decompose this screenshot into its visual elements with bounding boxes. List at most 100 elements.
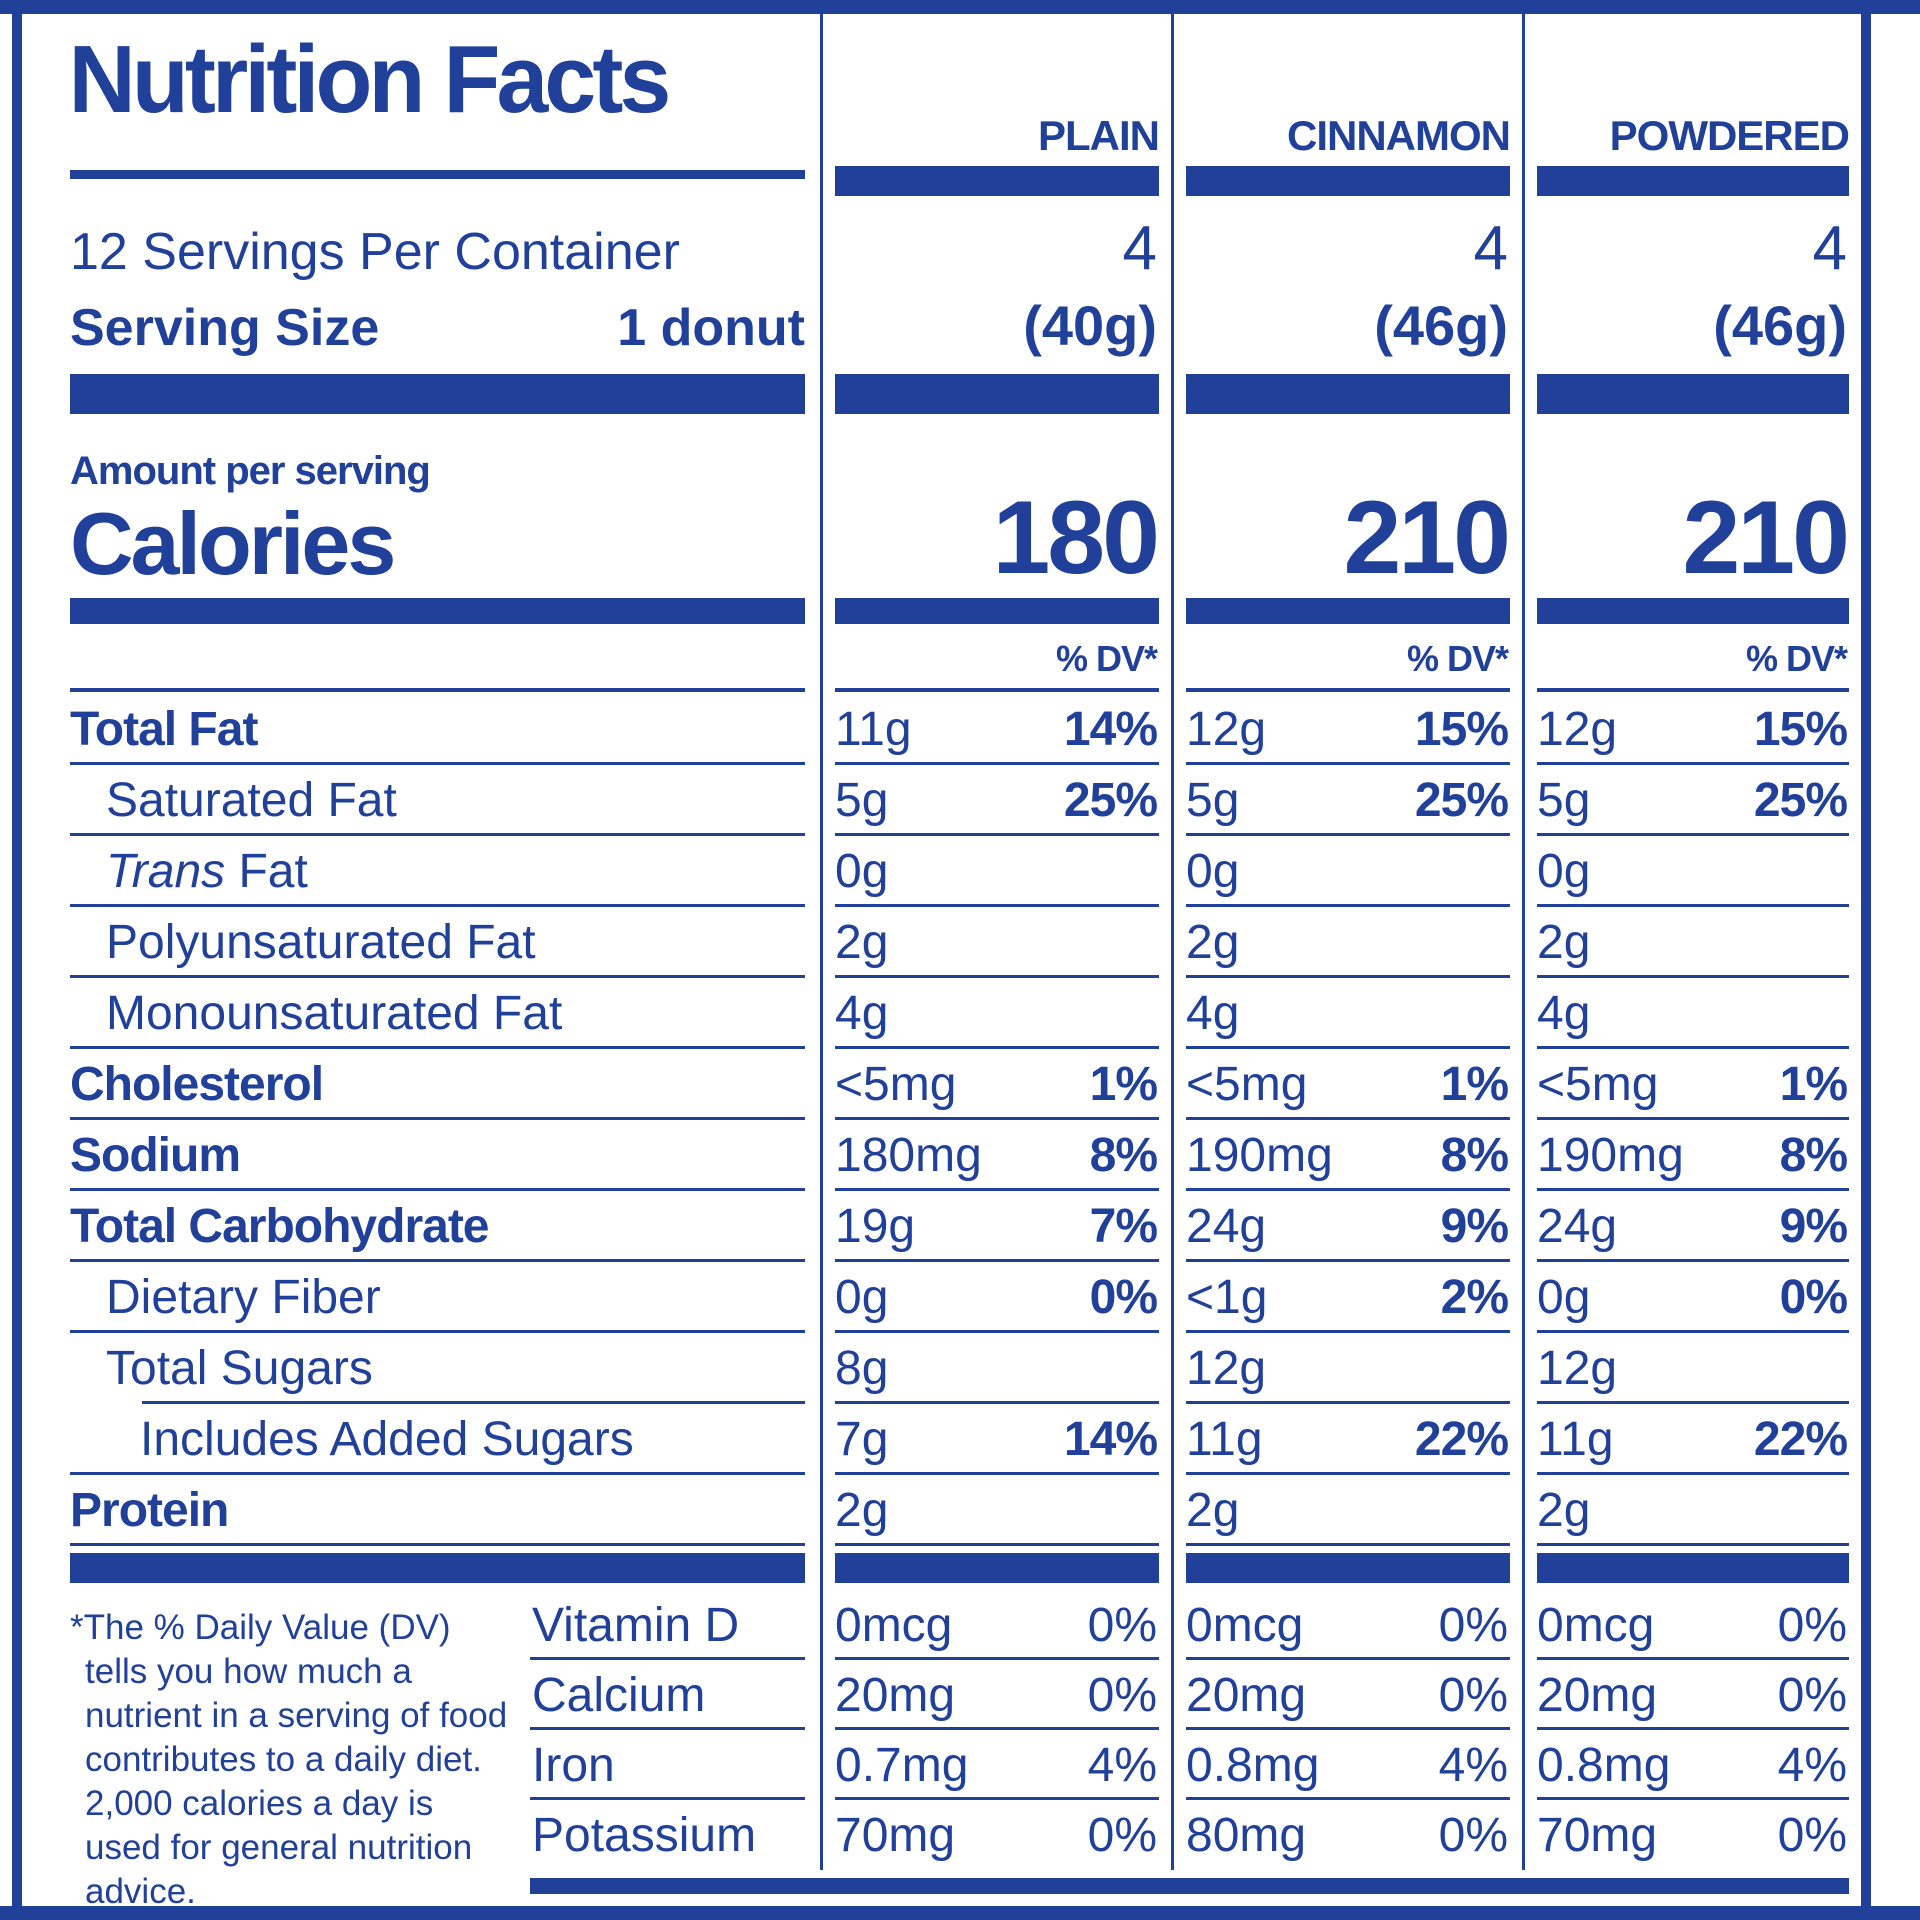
nutrition-facts-title: Nutrition Facts bbox=[68, 26, 672, 133]
amount-cell: 0g bbox=[1537, 845, 1591, 898]
dv-cell: 0% bbox=[1438, 1598, 1508, 1652]
amount-cell: 4g bbox=[1186, 987, 1240, 1040]
amount-cell: 8g bbox=[835, 1342, 889, 1395]
amount-cell: 11g bbox=[1186, 1413, 1263, 1466]
amount-cell: 190mg bbox=[1537, 1129, 1684, 1182]
nutrient-value-protein-col1: 2g bbox=[820, 1475, 1171, 1546]
nutrient-value-polyunsaturated-fat-col3: 2g bbox=[1522, 907, 1861, 978]
nutrient-value-total-carbohydrate-col1: 19g 7% bbox=[820, 1191, 1171, 1262]
nutrient-value-total-fat-col2: 12g 15% bbox=[1171, 694, 1522, 765]
dv-cell: 0% bbox=[1438, 1808, 1508, 1862]
header-section: Nutrition Facts PLAIN CINNAMON POWDERED … bbox=[22, 14, 1861, 694]
nutrient-value-monounsaturated-fat-col1: 4g bbox=[820, 978, 1171, 1049]
bottom-border-band bbox=[0, 1906, 1920, 1920]
dv-cell: 4% bbox=[1438, 1738, 1508, 1792]
amount-cell: 19g bbox=[835, 1200, 916, 1253]
nutrient-value-total-carbohydrate-col2: 24g 9% bbox=[1171, 1191, 1522, 1262]
nutrient-value-monounsaturated-fat-col2: 4g bbox=[1171, 978, 1522, 1049]
nutrient-label-saturated-fat: Saturated Fat bbox=[22, 765, 820, 836]
amount-cell: <5mg bbox=[1186, 1058, 1308, 1111]
vitamin-value-vitamin-d-col3: 0mcg 0% bbox=[1522, 1590, 1861, 1660]
amount-cell: 24g bbox=[1186, 1200, 1267, 1253]
dv-rule bbox=[835, 688, 1159, 692]
dv-cell: 1% bbox=[1089, 1058, 1158, 1111]
amount-cell: 2g bbox=[1186, 916, 1240, 969]
amount-cell: 0g bbox=[835, 845, 889, 898]
vitamin-value-vitamin-d-col1: 0mcg 0% bbox=[820, 1590, 1171, 1660]
nutrient-value-sodium-col3: 190mg 8% bbox=[1522, 1120, 1861, 1191]
nutrient-label-polyunsaturated-fat: Polyunsaturated Fat bbox=[22, 907, 820, 978]
serving-size-value: 1 donut bbox=[617, 299, 805, 357]
dv-cell: 0% bbox=[1087, 1808, 1157, 1862]
vitamin-label-vitamin-d: Vitamin D bbox=[530, 1590, 820, 1660]
dv-cell: 0% bbox=[1089, 1271, 1158, 1324]
nutrient-value-dietary-fiber-col3: 0g 0% bbox=[1522, 1262, 1861, 1333]
protein-bar-row bbox=[22, 1546, 1861, 1590]
amount-cell: 12g bbox=[1537, 703, 1618, 756]
nutrient-label-monounsaturated-fat: Monounsaturated Fat bbox=[22, 978, 820, 1049]
servings-value-powdered: 4 bbox=[1522, 206, 1861, 288]
vitamins-section: *The % Daily Value (DV) tells you how mu… bbox=[22, 1590, 1861, 1911]
nutrient-value-saturated-fat-col1: 5g 25% bbox=[820, 765, 1171, 836]
amount-cell: 12g bbox=[1537, 1342, 1618, 1395]
dv-cell: 1% bbox=[1779, 1058, 1848, 1111]
dv-cell: 22% bbox=[1753, 1413, 1848, 1466]
serving-divider-bar bbox=[1537, 374, 1849, 414]
title-cell: Nutrition Facts bbox=[22, 14, 820, 162]
vitamin-value-calcium-col2: 20mg 0% bbox=[1171, 1660, 1522, 1730]
nutrient-value-trans-fat-col2: 0g bbox=[1171, 836, 1522, 907]
calories-label: Calories bbox=[70, 494, 396, 593]
nutrient-value-polyunsaturated-fat-col2: 2g bbox=[1171, 907, 1522, 978]
dv-cell: 7% bbox=[1089, 1200, 1158, 1253]
calories-divider-bar bbox=[1186, 598, 1510, 624]
dv-cell: 2% bbox=[1440, 1271, 1509, 1324]
footnote-text: *The % Daily Value (DV) tells you how mu… bbox=[70, 1608, 508, 1911]
protein-divider-bar bbox=[1186, 1553, 1510, 1583]
vitamin-value-iron-col1: 0.7mg 4% bbox=[820, 1730, 1171, 1800]
bottom-divider-bar bbox=[530, 1878, 1849, 1894]
amount-cell: 12g bbox=[1186, 1342, 1267, 1395]
amount-cell: 20mg bbox=[1537, 1668, 1658, 1722]
column-header-cinnamon: CINNAMON bbox=[1171, 14, 1522, 162]
nutrient-label-sodium: Sodium bbox=[22, 1120, 820, 1191]
vitamin-value-iron-col3: 0.8mg 4% bbox=[1522, 1730, 1861, 1800]
nutrient-value-total-sugars-col3: 12g bbox=[1522, 1333, 1861, 1404]
nutrient-value-monounsaturated-fat-col3: 4g bbox=[1522, 978, 1861, 1049]
dv-header-powdered: % DV* bbox=[1522, 632, 1861, 686]
vitamin-label-potassium: Potassium bbox=[532, 1808, 757, 1862]
title-underline bbox=[70, 170, 805, 179]
top-border-band bbox=[0, 0, 1920, 14]
vitamin-value-vitamin-d-col2: 0mcg 0% bbox=[1171, 1590, 1522, 1660]
amount-cell: 20mg bbox=[1186, 1668, 1307, 1722]
nutrient-label-total-fat: Total Fat bbox=[22, 694, 820, 765]
amount-cell: 0.7mg bbox=[835, 1738, 969, 1792]
nutrient-label-includes-added-sugars: Includes Added Sugars bbox=[22, 1404, 820, 1475]
nutrient-value-total-fat-col1: 11g 14% bbox=[820, 694, 1171, 765]
nutrient-value-trans-fat-col1: 0g bbox=[820, 836, 1171, 907]
amount-cell: 7g bbox=[835, 1413, 889, 1466]
nutrient-label-total-carbohydrate: Total Carbohydrate bbox=[22, 1191, 820, 1262]
dv-cell: 8% bbox=[1779, 1129, 1848, 1182]
nutrient-value-total-sugars-col2: 12g bbox=[1171, 1333, 1522, 1404]
dv-cell: 9% bbox=[1440, 1200, 1509, 1253]
serving-size-label: Serving Size bbox=[70, 299, 380, 357]
vitamin-label-iron: Iron bbox=[530, 1730, 820, 1800]
servings-value-cinnamon: 4 bbox=[1171, 206, 1522, 288]
nutrient-value-sodium-col1: 180mg 8% bbox=[820, 1120, 1171, 1191]
nutrient-value-saturated-fat-col3: 5g 25% bbox=[1522, 765, 1861, 836]
vitamin-label-calcium: Calcium bbox=[530, 1660, 820, 1730]
dv-rule bbox=[1186, 688, 1510, 692]
nutrient-label-protein: Protein bbox=[22, 1475, 820, 1546]
nutrient-value-dietary-fiber-col2: <1g 2% bbox=[1171, 1262, 1522, 1333]
dv-cell: 22% bbox=[1414, 1413, 1509, 1466]
nutrient-value-trans-fat-col3: 0g bbox=[1522, 836, 1861, 907]
dv-cell: 4% bbox=[1777, 1738, 1847, 1792]
nutrient-value-protein-col2: 2g bbox=[1171, 1475, 1522, 1546]
amount-cell: 0mcg bbox=[835, 1598, 953, 1652]
servings-per-container-label: 12 Servings Per Container bbox=[70, 223, 680, 281]
dv-cell: 8% bbox=[1089, 1129, 1158, 1182]
protein-divider-bar bbox=[835, 1553, 1159, 1583]
amount-cell: 0g bbox=[1186, 845, 1240, 898]
calories-divider-bar bbox=[70, 598, 805, 624]
dv-cell: 0% bbox=[1779, 1271, 1848, 1324]
